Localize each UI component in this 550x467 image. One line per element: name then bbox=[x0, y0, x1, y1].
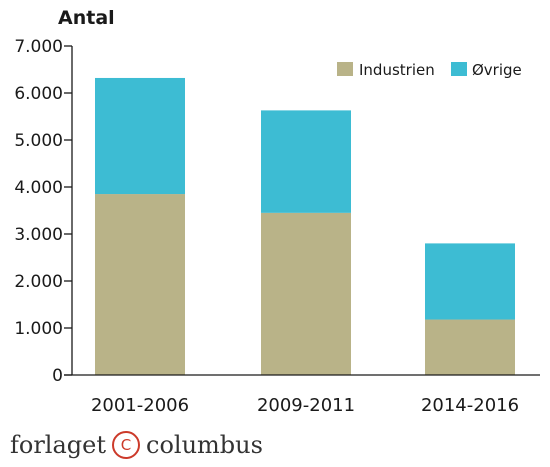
bar-ovrige-2009-2011 bbox=[261, 110, 351, 213]
y-tick-label: 0 bbox=[52, 366, 63, 386]
y-tick-label: 2.000 bbox=[14, 272, 63, 292]
x-tick-label: 2001-2006 bbox=[91, 395, 189, 416]
legend-swatch-industrien bbox=[337, 62, 353, 76]
bar-industrien-2001-2006 bbox=[95, 194, 185, 375]
legend-label-industrien: Industrien bbox=[359, 61, 435, 79]
x-tick-label: 2014-2016 bbox=[421, 395, 519, 416]
y-tick-label: 1.000 bbox=[14, 319, 63, 339]
y-tick-label: 6.000 bbox=[14, 84, 63, 104]
legend-swatch-ovrige bbox=[451, 62, 467, 76]
bar-industrien-2009-2011 bbox=[261, 212, 351, 375]
y-tick-label: 5.000 bbox=[14, 131, 63, 151]
y-tick-label: 7.000 bbox=[14, 37, 63, 57]
y-tick-label: 4.000 bbox=[14, 178, 63, 198]
bars-group bbox=[95, 77, 515, 375]
publisher-name-left: forlaget bbox=[10, 431, 106, 459]
publisher-name-right: columbus bbox=[146, 431, 263, 459]
legend: Industrien Øvrige bbox=[337, 61, 522, 79]
legend-label-ovrige: Øvrige bbox=[472, 61, 522, 79]
bar-ovrige-2001-2006 bbox=[95, 77, 185, 195]
x-tick-label: 2009-2011 bbox=[257, 395, 355, 416]
y-axis-label: Antal bbox=[58, 7, 115, 29]
axes-group: 2001-2006 2009-2011 2014-2016 0 1.000 2.000 3.… bbox=[14, 37, 540, 416]
bar-ovrige-2014-2016 bbox=[425, 243, 515, 320]
bar-industrien-2014-2016 bbox=[425, 319, 515, 375]
y-tick-label: 3.000 bbox=[14, 225, 63, 245]
copyright-icon: C bbox=[112, 431, 140, 459]
publisher-logo: forlaget C columbus bbox=[10, 428, 263, 462]
